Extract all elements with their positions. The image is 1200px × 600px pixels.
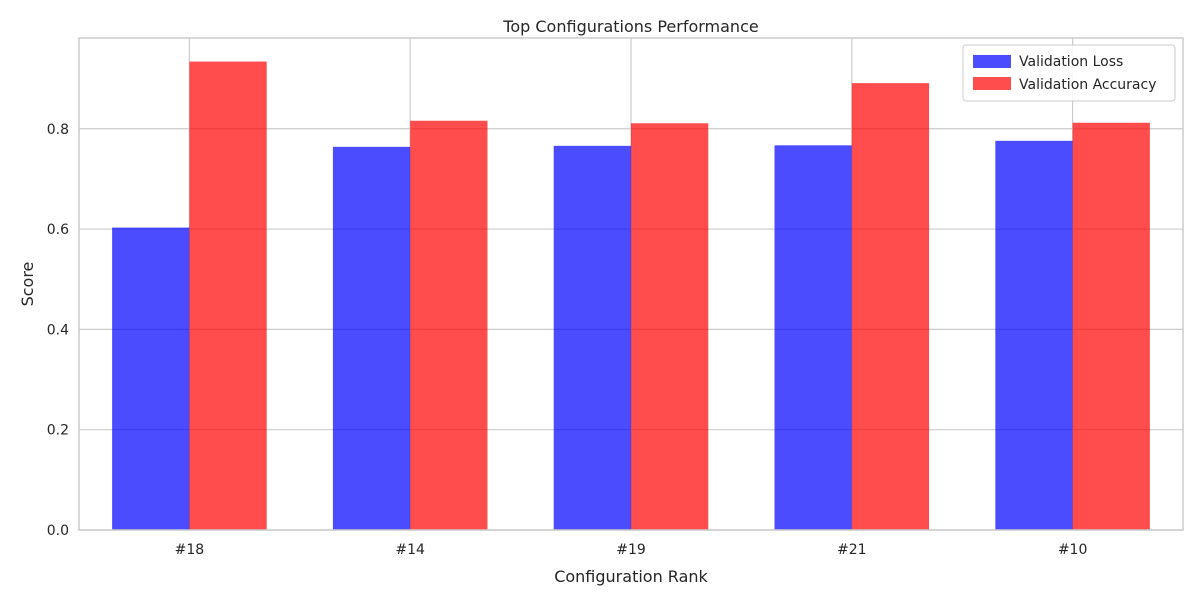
bar-validation-accuracy bbox=[189, 61, 267, 530]
y-axis-label: Score bbox=[18, 262, 37, 307]
legend-swatch-validation-loss bbox=[973, 55, 1011, 68]
y-tick-label: 0.2 bbox=[47, 423, 69, 439]
legend-swatch-validation-accuracy bbox=[973, 77, 1011, 90]
x-tick-label: #14 bbox=[395, 542, 425, 558]
y-tick-label: 0.6 bbox=[47, 222, 69, 238]
bar-validation-loss bbox=[995, 140, 1073, 530]
y-tick-label: 0.8 bbox=[47, 122, 69, 138]
plot-frame bbox=[78, 37, 1184, 531]
y-tick-label: 0.0 bbox=[47, 523, 69, 539]
bar-validation-loss bbox=[332, 146, 411, 531]
x-axis-label: Configuration Rank bbox=[554, 567, 708, 586]
bars-layer bbox=[112, 61, 1150, 531]
legend: Validation Loss Validation Accuracy bbox=[962, 44, 1176, 102]
x-tick-label: #18 bbox=[175, 542, 205, 558]
x-tick-label: #19 bbox=[616, 542, 646, 558]
x-tick-label: #21 bbox=[837, 542, 867, 558]
bar-validation-loss bbox=[553, 145, 631, 531]
bar-validation-loss bbox=[774, 145, 852, 530]
legend-label-validation-accuracy: Validation Accuracy bbox=[1019, 77, 1157, 93]
x-tick-label: #10 bbox=[1058, 542, 1088, 558]
chart-title: Top Configurations Performance bbox=[502, 17, 758, 36]
y-tick-label: 0.4 bbox=[47, 322, 69, 338]
ticks-layer: 0.0 0.2 0.4 0.6 0.8 #18 #14 #19 #21 #10 bbox=[47, 122, 1088, 558]
bar-validation-accuracy bbox=[631, 123, 709, 530]
legend-box bbox=[962, 44, 1176, 102]
bar-validation-accuracy bbox=[851, 83, 930, 531]
bar-validation-accuracy bbox=[1072, 122, 1150, 530]
legend-label-validation-loss: Validation Loss bbox=[1019, 54, 1123, 70]
bar-validation-loss bbox=[112, 227, 190, 530]
bar-validation-accuracy bbox=[410, 120, 488, 531]
